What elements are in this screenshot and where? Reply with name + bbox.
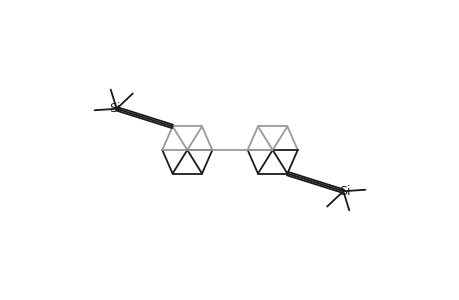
Text: Si: Si: [338, 185, 350, 198]
Text: Si: Si: [109, 102, 121, 115]
